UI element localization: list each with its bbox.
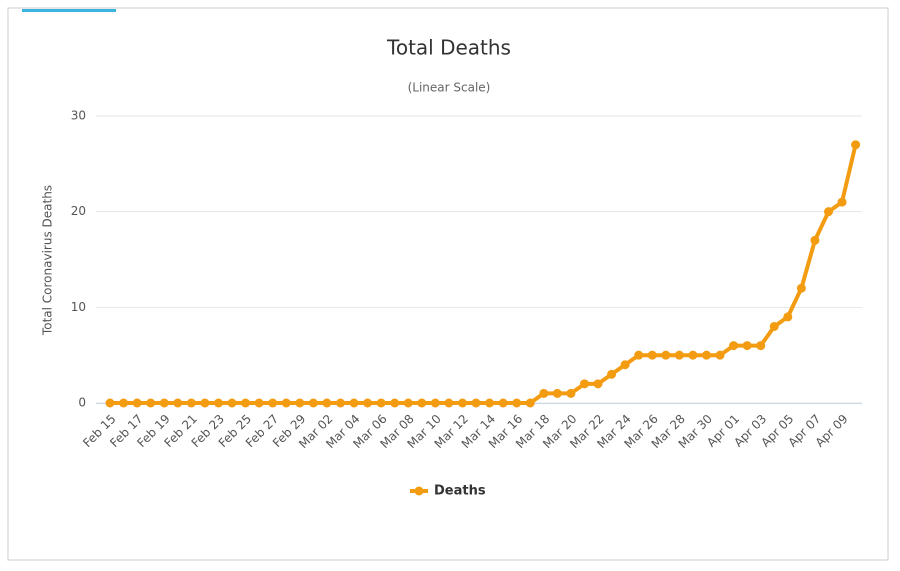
data-point (498, 398, 508, 408)
data-point (268, 398, 278, 408)
data-point (837, 197, 847, 207)
data-point (661, 350, 671, 360)
data-point (715, 350, 725, 360)
data-point (742, 341, 752, 351)
chart-subtitle: (Linear Scale) (408, 81, 491, 95)
data-point (119, 398, 129, 408)
chart-title: Total Deaths (386, 36, 511, 60)
data-point (105, 398, 115, 408)
data-point (539, 388, 549, 398)
data-point (485, 398, 495, 408)
data-point (566, 388, 576, 398)
data-point (173, 398, 183, 408)
data-point (444, 398, 454, 408)
data-point (729, 341, 739, 351)
data-point (335, 398, 345, 408)
data-point (376, 398, 386, 408)
data-point (308, 398, 318, 408)
data-point (457, 398, 467, 408)
data-point (390, 398, 400, 408)
data-point (471, 398, 481, 408)
data-point (593, 379, 603, 389)
data-point (132, 398, 142, 408)
data-point (810, 235, 820, 245)
y-tick-label: 30 (71, 109, 86, 123)
y-tick-label: 0 (78, 396, 86, 410)
data-point (281, 398, 291, 408)
data-point (525, 398, 535, 408)
data-point (403, 398, 413, 408)
data-point (159, 398, 169, 408)
data-point (688, 350, 698, 360)
data-point (295, 398, 305, 408)
data-point (796, 283, 806, 293)
data-point (607, 369, 617, 379)
data-point (552, 388, 562, 398)
legend-swatch-dot (414, 486, 424, 496)
data-point (512, 398, 522, 408)
data-point (254, 398, 264, 408)
data-point (322, 398, 332, 408)
data-point (701, 350, 711, 360)
data-point (227, 398, 237, 408)
y-tick-label: 10 (71, 300, 86, 314)
data-point (363, 398, 373, 408)
data-point (823, 207, 833, 217)
data-point (579, 379, 589, 389)
data-point (851, 140, 861, 150)
data-point (349, 398, 359, 408)
data-point (186, 398, 196, 408)
data-point (620, 360, 630, 370)
card-border (7, 7, 889, 561)
data-point (769, 321, 779, 331)
active-tab-indicator[interactable] (22, 9, 116, 12)
data-point (647, 350, 657, 360)
data-point (213, 398, 223, 408)
data-point (417, 398, 427, 408)
data-point (783, 312, 793, 322)
data-point (634, 350, 644, 360)
data-point (241, 398, 251, 408)
y-axis-title: Total Coronavirus Deaths (41, 185, 55, 336)
data-point (430, 398, 440, 408)
data-point (756, 341, 766, 351)
data-point (674, 350, 684, 360)
legend-label: Deaths (434, 484, 486, 499)
data-point (200, 398, 210, 408)
y-tick-label: 20 (71, 204, 86, 218)
data-point (146, 398, 156, 408)
